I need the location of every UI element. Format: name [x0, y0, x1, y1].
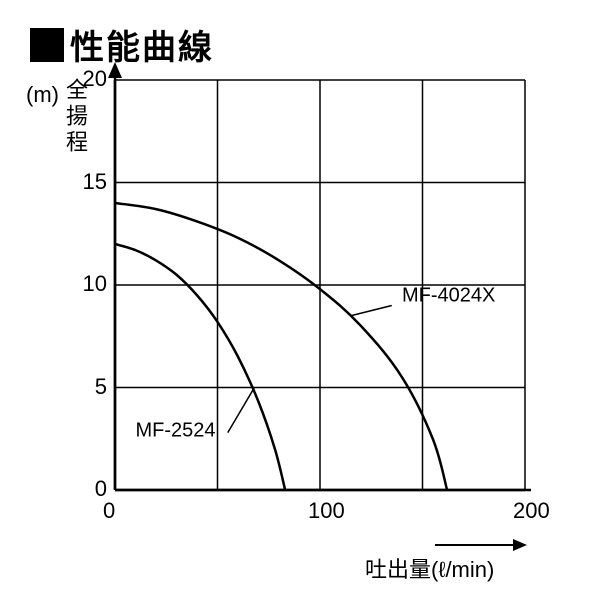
x-tick: 200 — [513, 498, 550, 524]
series-label-MF-2524: MF-2524 — [136, 420, 216, 442]
x-tick: 100 — [308, 498, 345, 524]
series-MF-2524 — [115, 244, 285, 490]
y-tick: 5 — [67, 374, 107, 400]
y-tick: 0 — [67, 476, 107, 502]
series-MF-4024X — [115, 203, 447, 490]
series-label-MF-4024X: MF-4024X — [402, 284, 495, 306]
y-tick: 10 — [67, 271, 107, 297]
y-tick: 15 — [67, 169, 107, 195]
y-tick: 20 — [67, 66, 107, 92]
